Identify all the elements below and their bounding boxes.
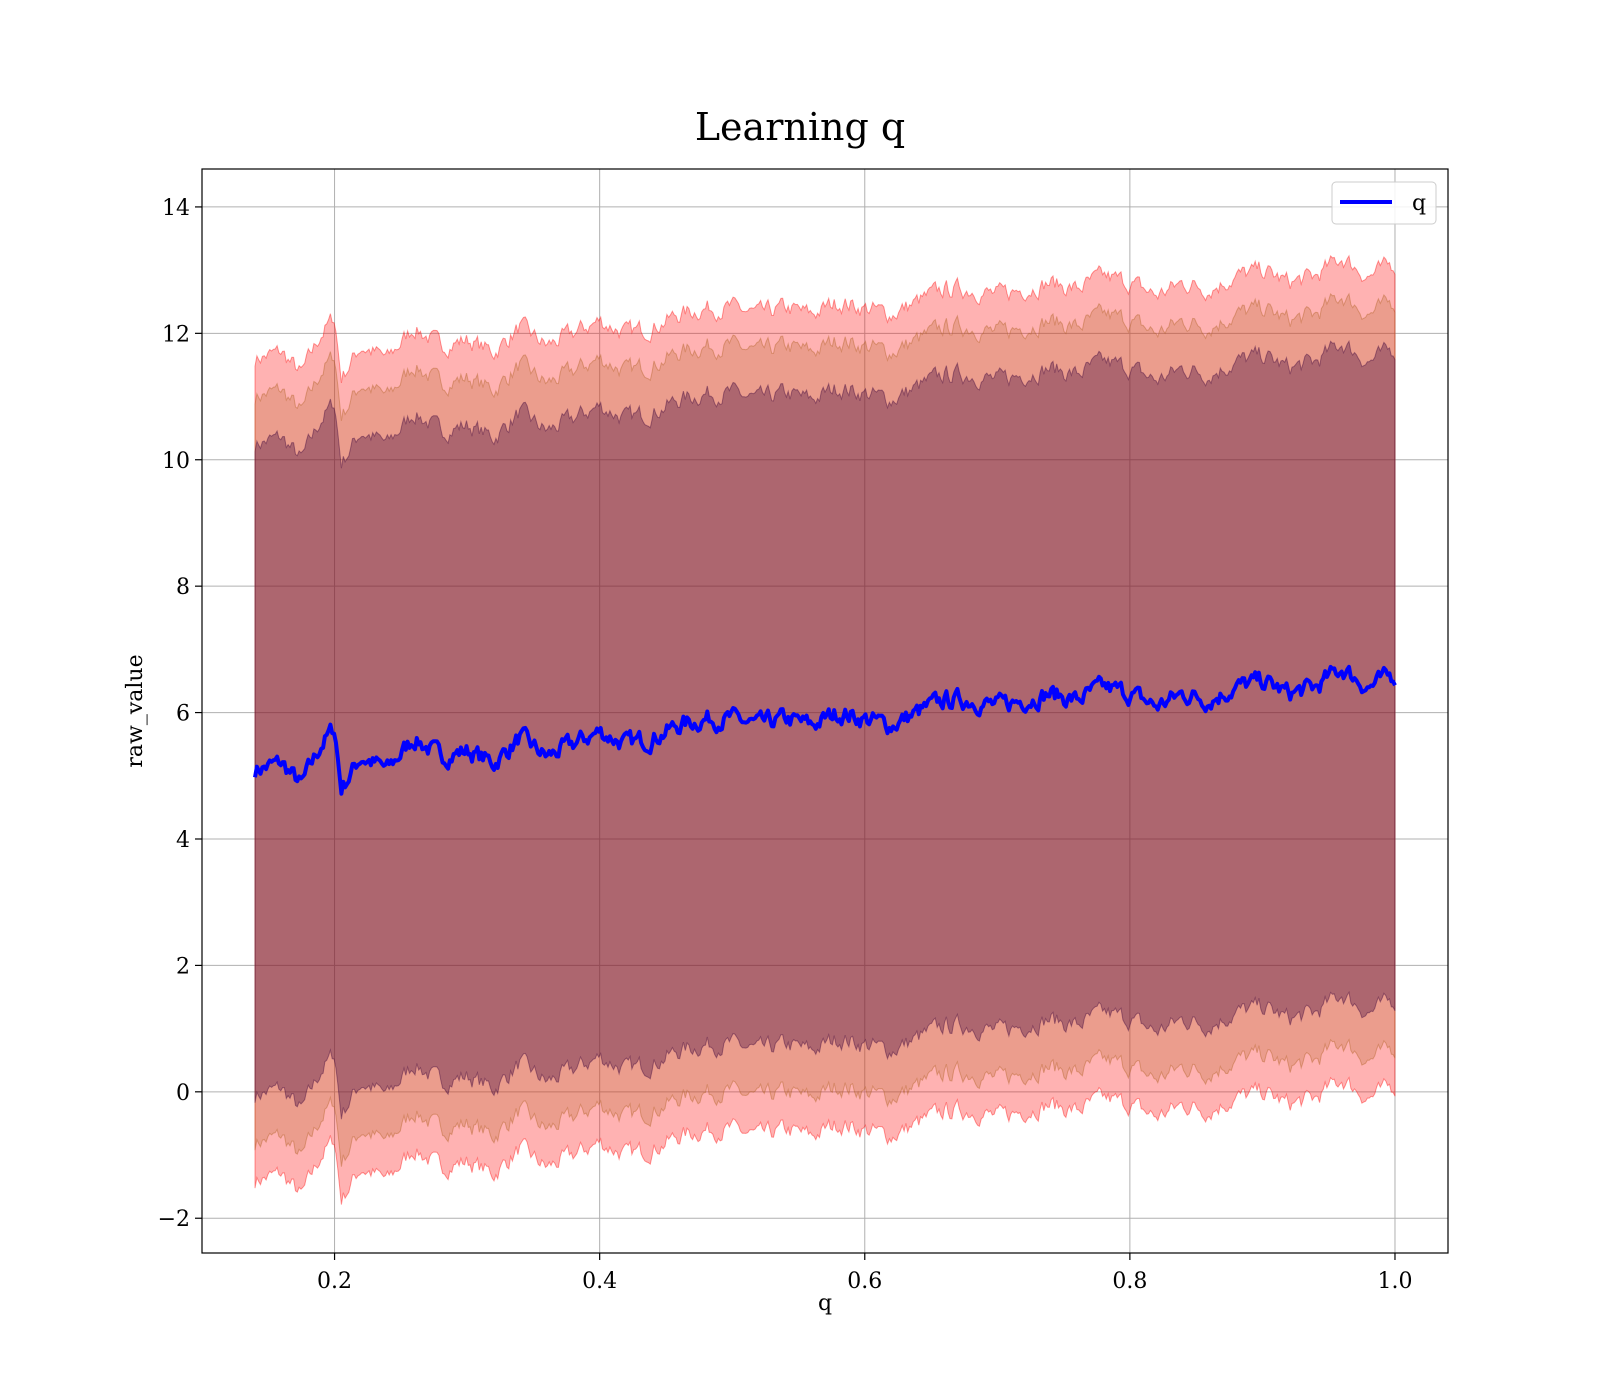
y-tick-label: 14 — [162, 196, 190, 221]
legend: q — [1331, 181, 1437, 225]
x-tick-label: 0.6 — [847, 1269, 882, 1294]
y-tick-label: 2 — [176, 954, 190, 979]
y-tick-label: 0 — [176, 1081, 190, 1106]
band-0 — [254, 254, 1396, 1205]
x-tick-label: 0.4 — [582, 1269, 617, 1294]
legend-label-q: q — [1412, 191, 1426, 216]
chart-title: Learning q — [695, 105, 905, 149]
y-tick-label: 12 — [162, 322, 190, 347]
y-tick-label: 10 — [162, 449, 190, 474]
confidence-bands — [254, 254, 1396, 1205]
x-tick-label: 1.0 — [1377, 1269, 1412, 1294]
y-ticks: −2 0 2 4 6 8 10 12 14 — [158, 196, 202, 1232]
band-1 — [254, 292, 1396, 1167]
y-tick-label: −2 — [158, 1207, 190, 1232]
x-tick-label: 0.8 — [1112, 1269, 1147, 1294]
band-2 — [254, 339, 1396, 1120]
grid — [202, 169, 1448, 1253]
series-lines — [253, 664, 1397, 796]
x-axis-label: q — [818, 1291, 832, 1316]
y-tick-label: 4 — [176, 828, 190, 853]
plot-frame — [201, 168, 1449, 1254]
y-tick-label: 6 — [176, 702, 190, 727]
y-tick-label: 8 — [176, 575, 190, 600]
x-tick-label: 0.2 — [317, 1269, 352, 1294]
x-ticks: 0.2 0.4 0.6 0.8 1.0 — [317, 1253, 1412, 1294]
series-line-q — [253, 664, 1397, 796]
y-axis-label: raw_value — [123, 654, 148, 767]
